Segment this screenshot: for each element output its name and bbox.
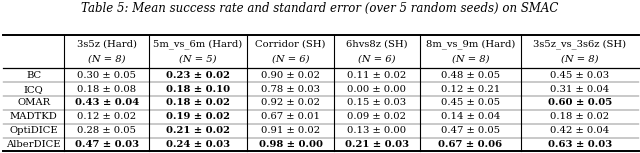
Text: (N = 8): (N = 8) [452,55,489,64]
Text: 0.63 ± 0.03: 0.63 ± 0.03 [548,140,612,149]
Text: MADTKD: MADTKD [10,112,58,121]
Text: 3s5z_vs_3s6z (SH): 3s5z_vs_3s6z (SH) [533,39,627,49]
Text: 0.28 ± 0.05: 0.28 ± 0.05 [77,126,136,135]
Text: 3s5z (Hard): 3s5z (Hard) [77,40,137,49]
Text: OMAR: OMAR [17,99,50,107]
Text: 0.12 ± 0.02: 0.12 ± 0.02 [77,112,136,121]
Text: 6hvs8z (SH): 6hvs8z (SH) [346,40,408,49]
Text: 0.18 ± 0.02: 0.18 ± 0.02 [550,112,609,121]
Text: ICQ: ICQ [24,85,44,94]
Text: Corridor (SH): Corridor (SH) [255,40,326,49]
Text: 0.00 ± 0.00: 0.00 ± 0.00 [348,85,406,94]
Text: BC: BC [26,71,41,80]
Text: (N = 5): (N = 5) [179,55,217,64]
Text: AlberDICE: AlberDICE [6,140,61,149]
Text: OptiDICE: OptiDICE [10,126,58,135]
Text: 5m_vs_6m (Hard): 5m_vs_6m (Hard) [154,39,243,49]
Text: 0.67 ± 0.06: 0.67 ± 0.06 [438,140,502,149]
Text: 0.19 ± 0.02: 0.19 ± 0.02 [166,112,230,121]
Text: 0.18 ± 0.10: 0.18 ± 0.10 [166,85,230,94]
Text: 0.47 ± 0.03: 0.47 ± 0.03 [75,140,139,149]
Text: 0.14 ± 0.04: 0.14 ± 0.04 [440,112,500,121]
Text: 0.21 ± 0.03: 0.21 ± 0.03 [345,140,409,149]
Text: Table 5: Mean success rate and standard error (over 5 random seeds) on SMAC: Table 5: Mean success rate and standard … [81,2,559,15]
Text: 0.42 ± 0.04: 0.42 ± 0.04 [550,126,609,135]
Text: 0.13 ± 0.00: 0.13 ± 0.00 [348,126,406,135]
Text: 0.18 ± 0.02: 0.18 ± 0.02 [166,99,230,107]
Text: 0.21 ± 0.02: 0.21 ± 0.02 [166,126,230,135]
Text: 0.11 ± 0.02: 0.11 ± 0.02 [348,71,406,80]
Text: 0.48 ± 0.05: 0.48 ± 0.05 [441,71,500,80]
Text: (N = 6): (N = 6) [358,55,396,64]
Text: 0.90 ± 0.02: 0.90 ± 0.02 [261,71,320,80]
Text: 0.60 ± 0.05: 0.60 ± 0.05 [548,99,612,107]
Text: 0.24 ± 0.03: 0.24 ± 0.03 [166,140,230,149]
Text: (N = 8): (N = 8) [88,55,125,64]
Text: 0.43 ± 0.04: 0.43 ± 0.04 [75,99,139,107]
Text: 0.15 ± 0.03: 0.15 ± 0.03 [348,99,406,107]
Text: 8m_vs_9m (Hard): 8m_vs_9m (Hard) [426,39,515,49]
Text: 0.31 ± 0.04: 0.31 ± 0.04 [550,85,609,94]
Text: (N = 6): (N = 6) [272,55,309,64]
Text: 0.98 ± 0.00: 0.98 ± 0.00 [259,140,323,149]
Text: 0.67 ± 0.01: 0.67 ± 0.01 [261,112,320,121]
Text: 0.30 ± 0.05: 0.30 ± 0.05 [77,71,136,80]
Text: (N = 8): (N = 8) [561,55,598,64]
Text: 0.23 ± 0.02: 0.23 ± 0.02 [166,71,230,80]
Text: 0.91 ± 0.02: 0.91 ± 0.02 [261,126,320,135]
Text: 0.18 ± 0.08: 0.18 ± 0.08 [77,85,136,94]
Text: 0.45 ± 0.05: 0.45 ± 0.05 [441,99,500,107]
Text: 0.78 ± 0.03: 0.78 ± 0.03 [261,85,320,94]
Text: 0.09 ± 0.02: 0.09 ± 0.02 [348,112,406,121]
Text: 0.47 ± 0.05: 0.47 ± 0.05 [441,126,500,135]
Text: 0.92 ± 0.02: 0.92 ± 0.02 [261,99,320,107]
Text: 0.12 ± 0.21: 0.12 ± 0.21 [441,85,500,94]
Text: 0.45 ± 0.03: 0.45 ± 0.03 [550,71,609,80]
